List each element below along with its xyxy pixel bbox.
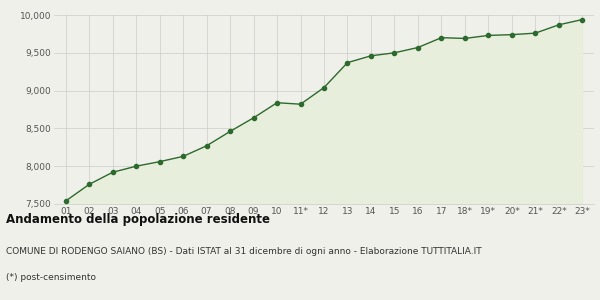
Text: Andamento della popolazione residente: Andamento della popolazione residente [6,213,270,226]
Text: COMUNE DI RODENGO SAIANO (BS) - Dati ISTAT al 31 dicembre di ogni anno - Elabora: COMUNE DI RODENGO SAIANO (BS) - Dati IST… [6,248,482,256]
Text: (*) post-censimento: (*) post-censimento [6,273,96,282]
